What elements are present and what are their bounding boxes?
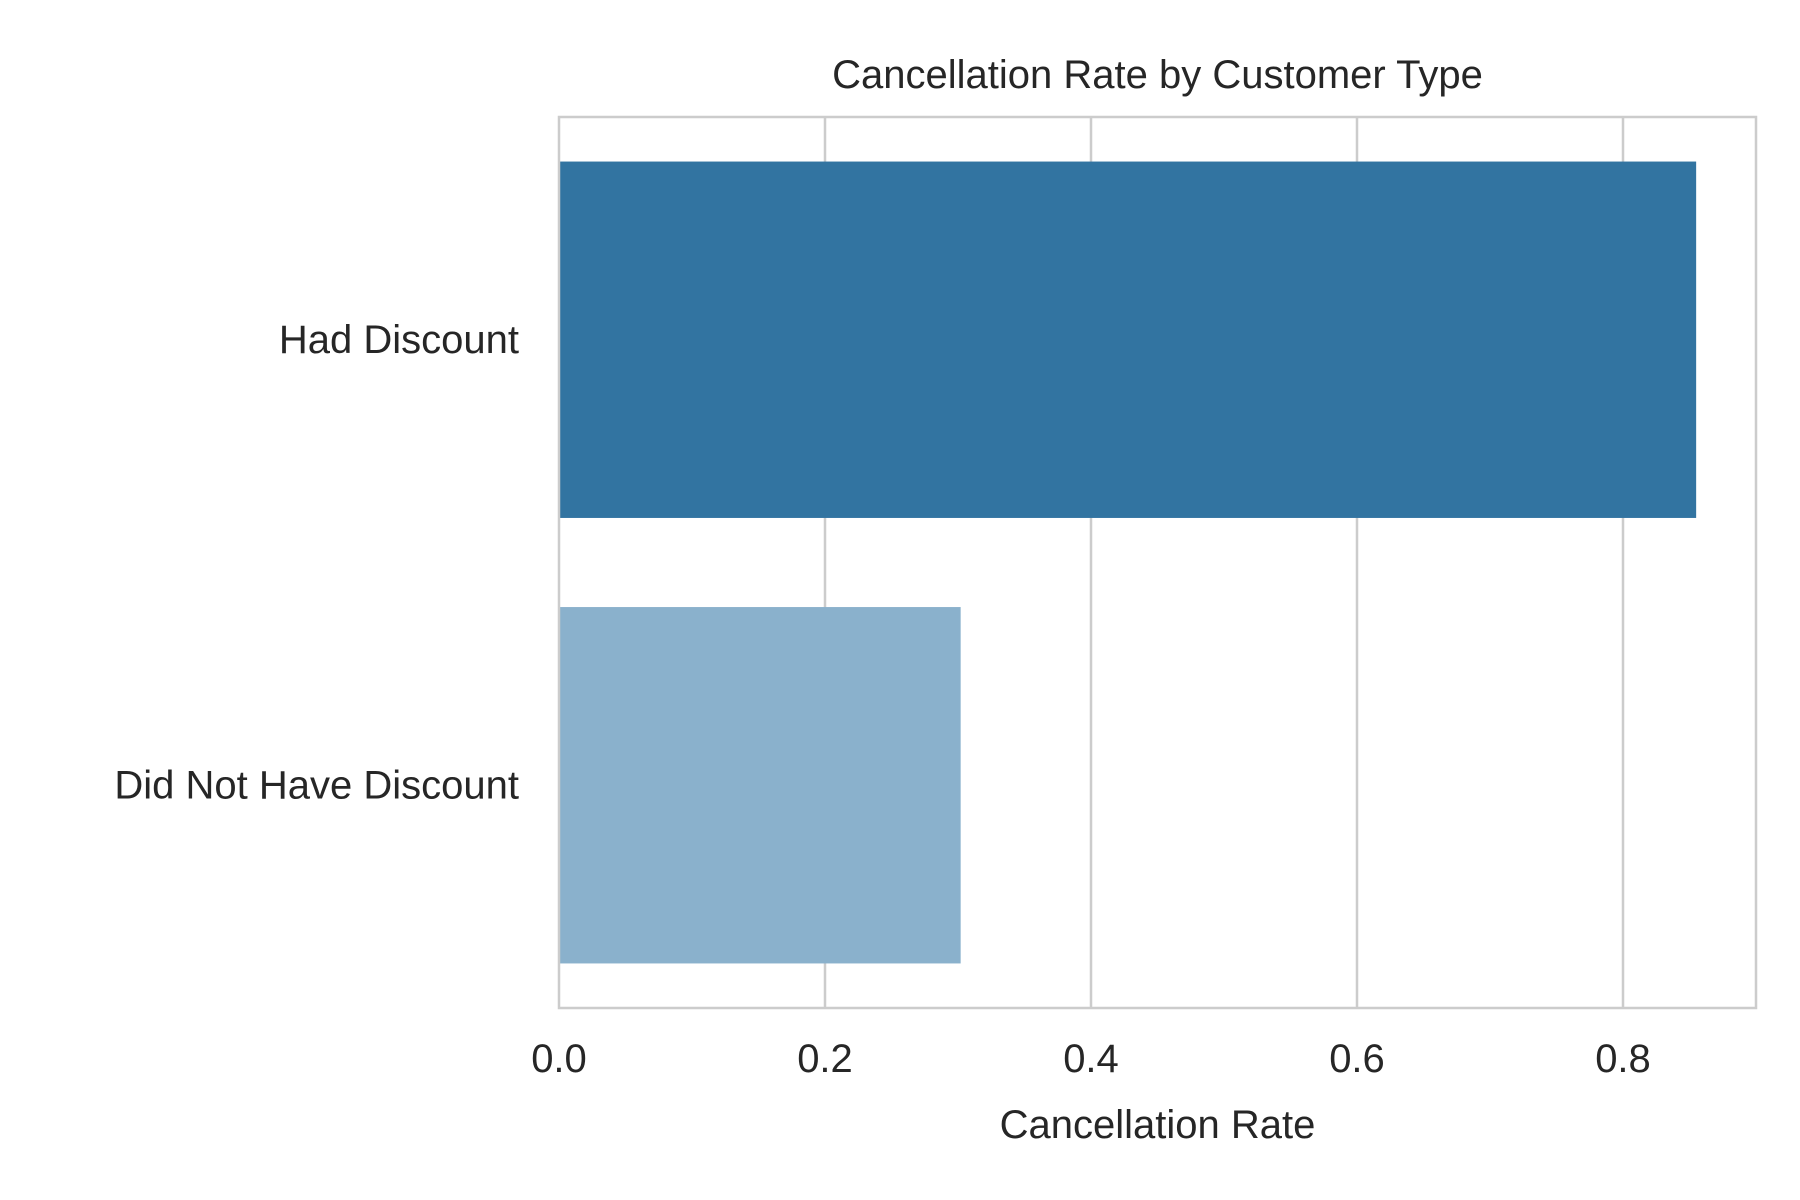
x-axis-label: Cancellation Rate [1000, 1103, 1316, 1147]
x-tick-label: 0.2 [797, 1037, 853, 1081]
y-tick-labels: Had Discount Did Not Have Discount [114, 318, 519, 808]
y-tick-label: Had Discount [279, 318, 519, 362]
plot-frame [557, 115, 1758, 1010]
x-tick-label: 0.8 [1595, 1037, 1651, 1081]
x-tick-label: 0.4 [1063, 1037, 1119, 1081]
y-tick-label: Did Not Have Discount [114, 763, 519, 807]
chart-title: Cancellation Rate by Customer Type [832, 53, 1483, 97]
bar-did-not-have-discount [559, 607, 961, 964]
x-tick-label: 0.0 [531, 1037, 587, 1081]
bar-group [559, 161, 1697, 964]
x-tick-label: 0.6 [1329, 1037, 1385, 1081]
bar-had-discount [559, 161, 1697, 518]
x-tick-labels: 0.0 0.2 0.4 0.6 0.8 [531, 1037, 1651, 1081]
